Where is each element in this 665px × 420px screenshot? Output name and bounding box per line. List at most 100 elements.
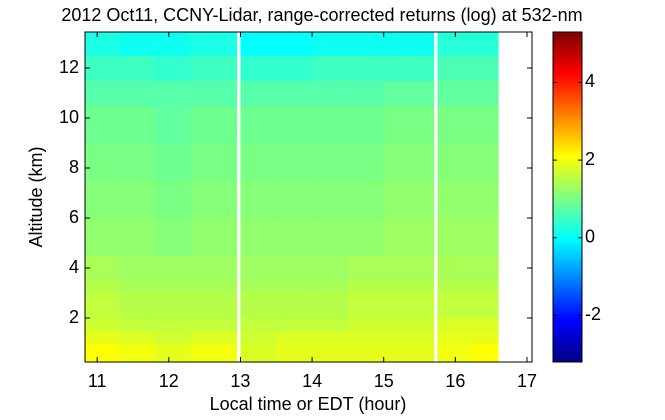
colorbar-swatch — [553, 149, 582, 153]
colorbar-swatch — [553, 227, 582, 231]
y-tick-label: 6 — [69, 207, 79, 227]
heat-cell — [190, 80, 238, 106]
heat-cell — [85, 80, 119, 106]
colorbar-swatch — [553, 314, 582, 318]
heat-cell — [312, 343, 349, 363]
colorbar-swatch — [553, 77, 582, 81]
heat-cell — [240, 293, 277, 319]
colorbar-swatch — [553, 350, 582, 354]
heat-cell — [437, 318, 470, 331]
heat-cell — [347, 32, 385, 56]
heat-cell — [312, 55, 349, 81]
colorbar-swatch — [553, 248, 582, 252]
colorbar-frame — [552, 31, 583, 363]
colorbar-swatch — [553, 197, 582, 201]
heat-cell — [312, 255, 349, 281]
heat-cell — [437, 105, 470, 144]
heat-cell — [240, 32, 277, 56]
heat-cell — [154, 280, 191, 294]
heat-cell — [118, 32, 155, 56]
colorbar-swatch — [553, 107, 582, 111]
heat-cell — [437, 55, 470, 81]
heat-cell — [312, 32, 349, 56]
heat-cell — [190, 180, 238, 219]
heat-cell — [469, 218, 499, 256]
heat-cell — [469, 293, 499, 319]
heat-cell — [383, 143, 435, 181]
heat-cell — [118, 293, 155, 319]
colorbar-swatch — [553, 320, 582, 324]
heat-cell — [276, 343, 313, 363]
heat-cell — [85, 180, 119, 219]
colorbar-swatch — [553, 302, 582, 306]
heat-cell — [312, 293, 349, 319]
colorbar-swatch — [553, 143, 582, 147]
colorbar-swatch — [553, 215, 582, 219]
colorbar-swatch — [553, 194, 582, 198]
colorbar-swatch — [553, 155, 582, 159]
colorbar-swatch — [553, 317, 582, 321]
colorbar-swatch — [553, 173, 582, 177]
colorbar-swatch — [553, 332, 582, 336]
heat-cell — [85, 293, 119, 319]
heat-cell — [154, 343, 191, 363]
colorbar-swatch — [553, 41, 582, 45]
colorbar-swatch — [553, 179, 582, 183]
plot-frame — [84, 31, 533, 363]
heat-cell — [240, 180, 277, 219]
heat-cell — [85, 318, 119, 331]
colorbar-tick-label: 4 — [585, 71, 595, 91]
heat-cell — [154, 32, 191, 56]
colorbar-swatch — [553, 287, 582, 291]
heat-cell — [276, 218, 313, 256]
colorbar-swatch — [553, 122, 582, 126]
heat-cell — [85, 32, 119, 56]
heat-cell — [85, 343, 119, 363]
heat-cell — [276, 280, 313, 294]
heat-cell — [276, 255, 313, 281]
heat-cell — [469, 318, 499, 331]
colorbar-swatch — [553, 32, 582, 36]
heat-cell — [347, 280, 385, 294]
heat-cell — [347, 343, 385, 363]
colorbar-swatch — [553, 134, 582, 138]
heat-cell — [347, 55, 385, 81]
colorbar-swatch — [553, 104, 582, 108]
heat-cell — [469, 280, 499, 294]
colorbar-swatch — [553, 44, 582, 48]
colorbar-swatch — [553, 311, 582, 315]
heat-cell — [240, 330, 277, 344]
colorbar-swatch — [553, 236, 582, 240]
colorbar-swatch — [553, 212, 582, 216]
heat-cell — [190, 218, 238, 256]
x-tick-label: 15 — [374, 371, 394, 391]
colorbar-swatch — [553, 182, 582, 186]
colorbar-tick-label: 0 — [585, 227, 595, 247]
heat-cell — [347, 105, 385, 144]
heat-cell — [118, 180, 155, 219]
heat-cell — [276, 293, 313, 319]
colorbar-swatch — [553, 101, 582, 105]
heat-cell — [347, 318, 385, 331]
heat-cell — [383, 80, 435, 106]
heat-cell — [383, 318, 435, 331]
heat-cell — [383, 280, 435, 294]
colorbar-swatch — [553, 290, 582, 294]
heat-cell — [347, 80, 385, 106]
colorbar-swatch — [553, 224, 582, 228]
heat-cell — [383, 343, 435, 363]
heat-cell — [154, 180, 191, 219]
colorbar-swatch — [553, 257, 582, 261]
y-tick-label: 2 — [69, 307, 79, 327]
x-tick-label: 12 — [159, 371, 179, 391]
heat-cell — [190, 318, 238, 331]
colorbar-swatch — [553, 65, 582, 69]
heat-cell — [240, 255, 277, 281]
heat-cell — [469, 255, 499, 281]
heat-cell — [383, 330, 435, 344]
colorbar-swatch — [553, 80, 582, 84]
colorbar-swatch — [553, 113, 582, 117]
colorbar-swatch — [553, 191, 582, 195]
heat-cell — [240, 143, 277, 181]
heat-cell — [276, 55, 313, 81]
